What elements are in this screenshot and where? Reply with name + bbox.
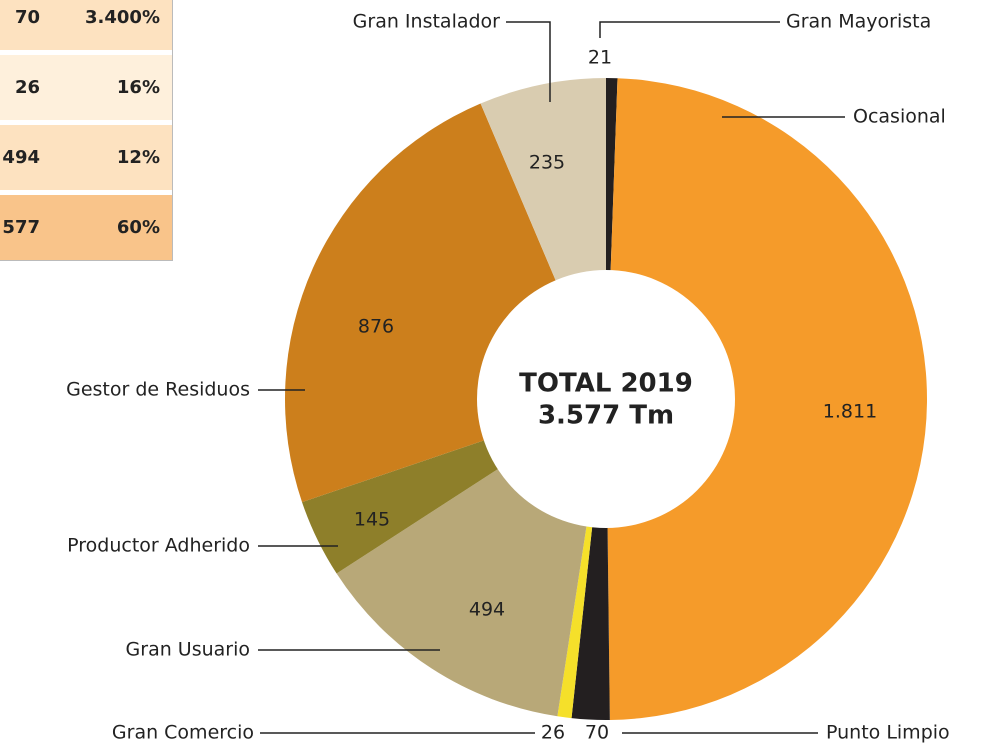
- value-label: 70: [585, 722, 609, 744]
- table-row: 577 60%: [0, 195, 172, 260]
- value-label: 145: [354, 509, 390, 531]
- cell: 3.400%: [85, 7, 160, 28]
- cell: 577: [2, 217, 40, 238]
- table-row: 26 16%: [0, 55, 172, 120]
- value-label: 235: [529, 152, 565, 174]
- table-row: 494 12%: [0, 125, 172, 190]
- cell: 26: [14, 77, 40, 98]
- donut-hole: [477, 270, 735, 528]
- category-label: Productor Adherido: [67, 535, 250, 557]
- cell: 494: [2, 147, 40, 168]
- category-label: Gran Usuario: [126, 639, 250, 661]
- value-label: 21: [588, 47, 612, 69]
- category-label: Gran Comercio: [112, 722, 254, 744]
- table-row: 70 3.400%: [0, 0, 172, 50]
- cell: 12%: [116, 147, 160, 168]
- value-label: 494: [469, 599, 505, 621]
- category-label: Gestor de Residuos: [66, 379, 250, 401]
- donut-segment: [606, 78, 927, 720]
- category-label: Gran Instalador: [353, 11, 501, 33]
- category-label: Ocasional: [853, 106, 946, 128]
- value-label: 1.811: [823, 401, 877, 423]
- table: 70 3.400% 26 16% 494 12% 577 60%: [0, 0, 173, 261]
- leader-line: [506, 21, 551, 102]
- cell: 60%: [116, 217, 160, 238]
- center-value: 3.577 Tm: [538, 401, 674, 431]
- center-title: TOTAL 2019: [519, 369, 693, 399]
- value-label: 26: [541, 722, 565, 744]
- category-label: Punto Limpio: [826, 722, 950, 744]
- leader-line: [599, 21, 780, 38]
- cell: 70: [14, 7, 40, 28]
- category-label: Gran Mayorista: [786, 11, 931, 33]
- value-label: 876: [358, 316, 394, 338]
- cell: 16%: [116, 77, 160, 98]
